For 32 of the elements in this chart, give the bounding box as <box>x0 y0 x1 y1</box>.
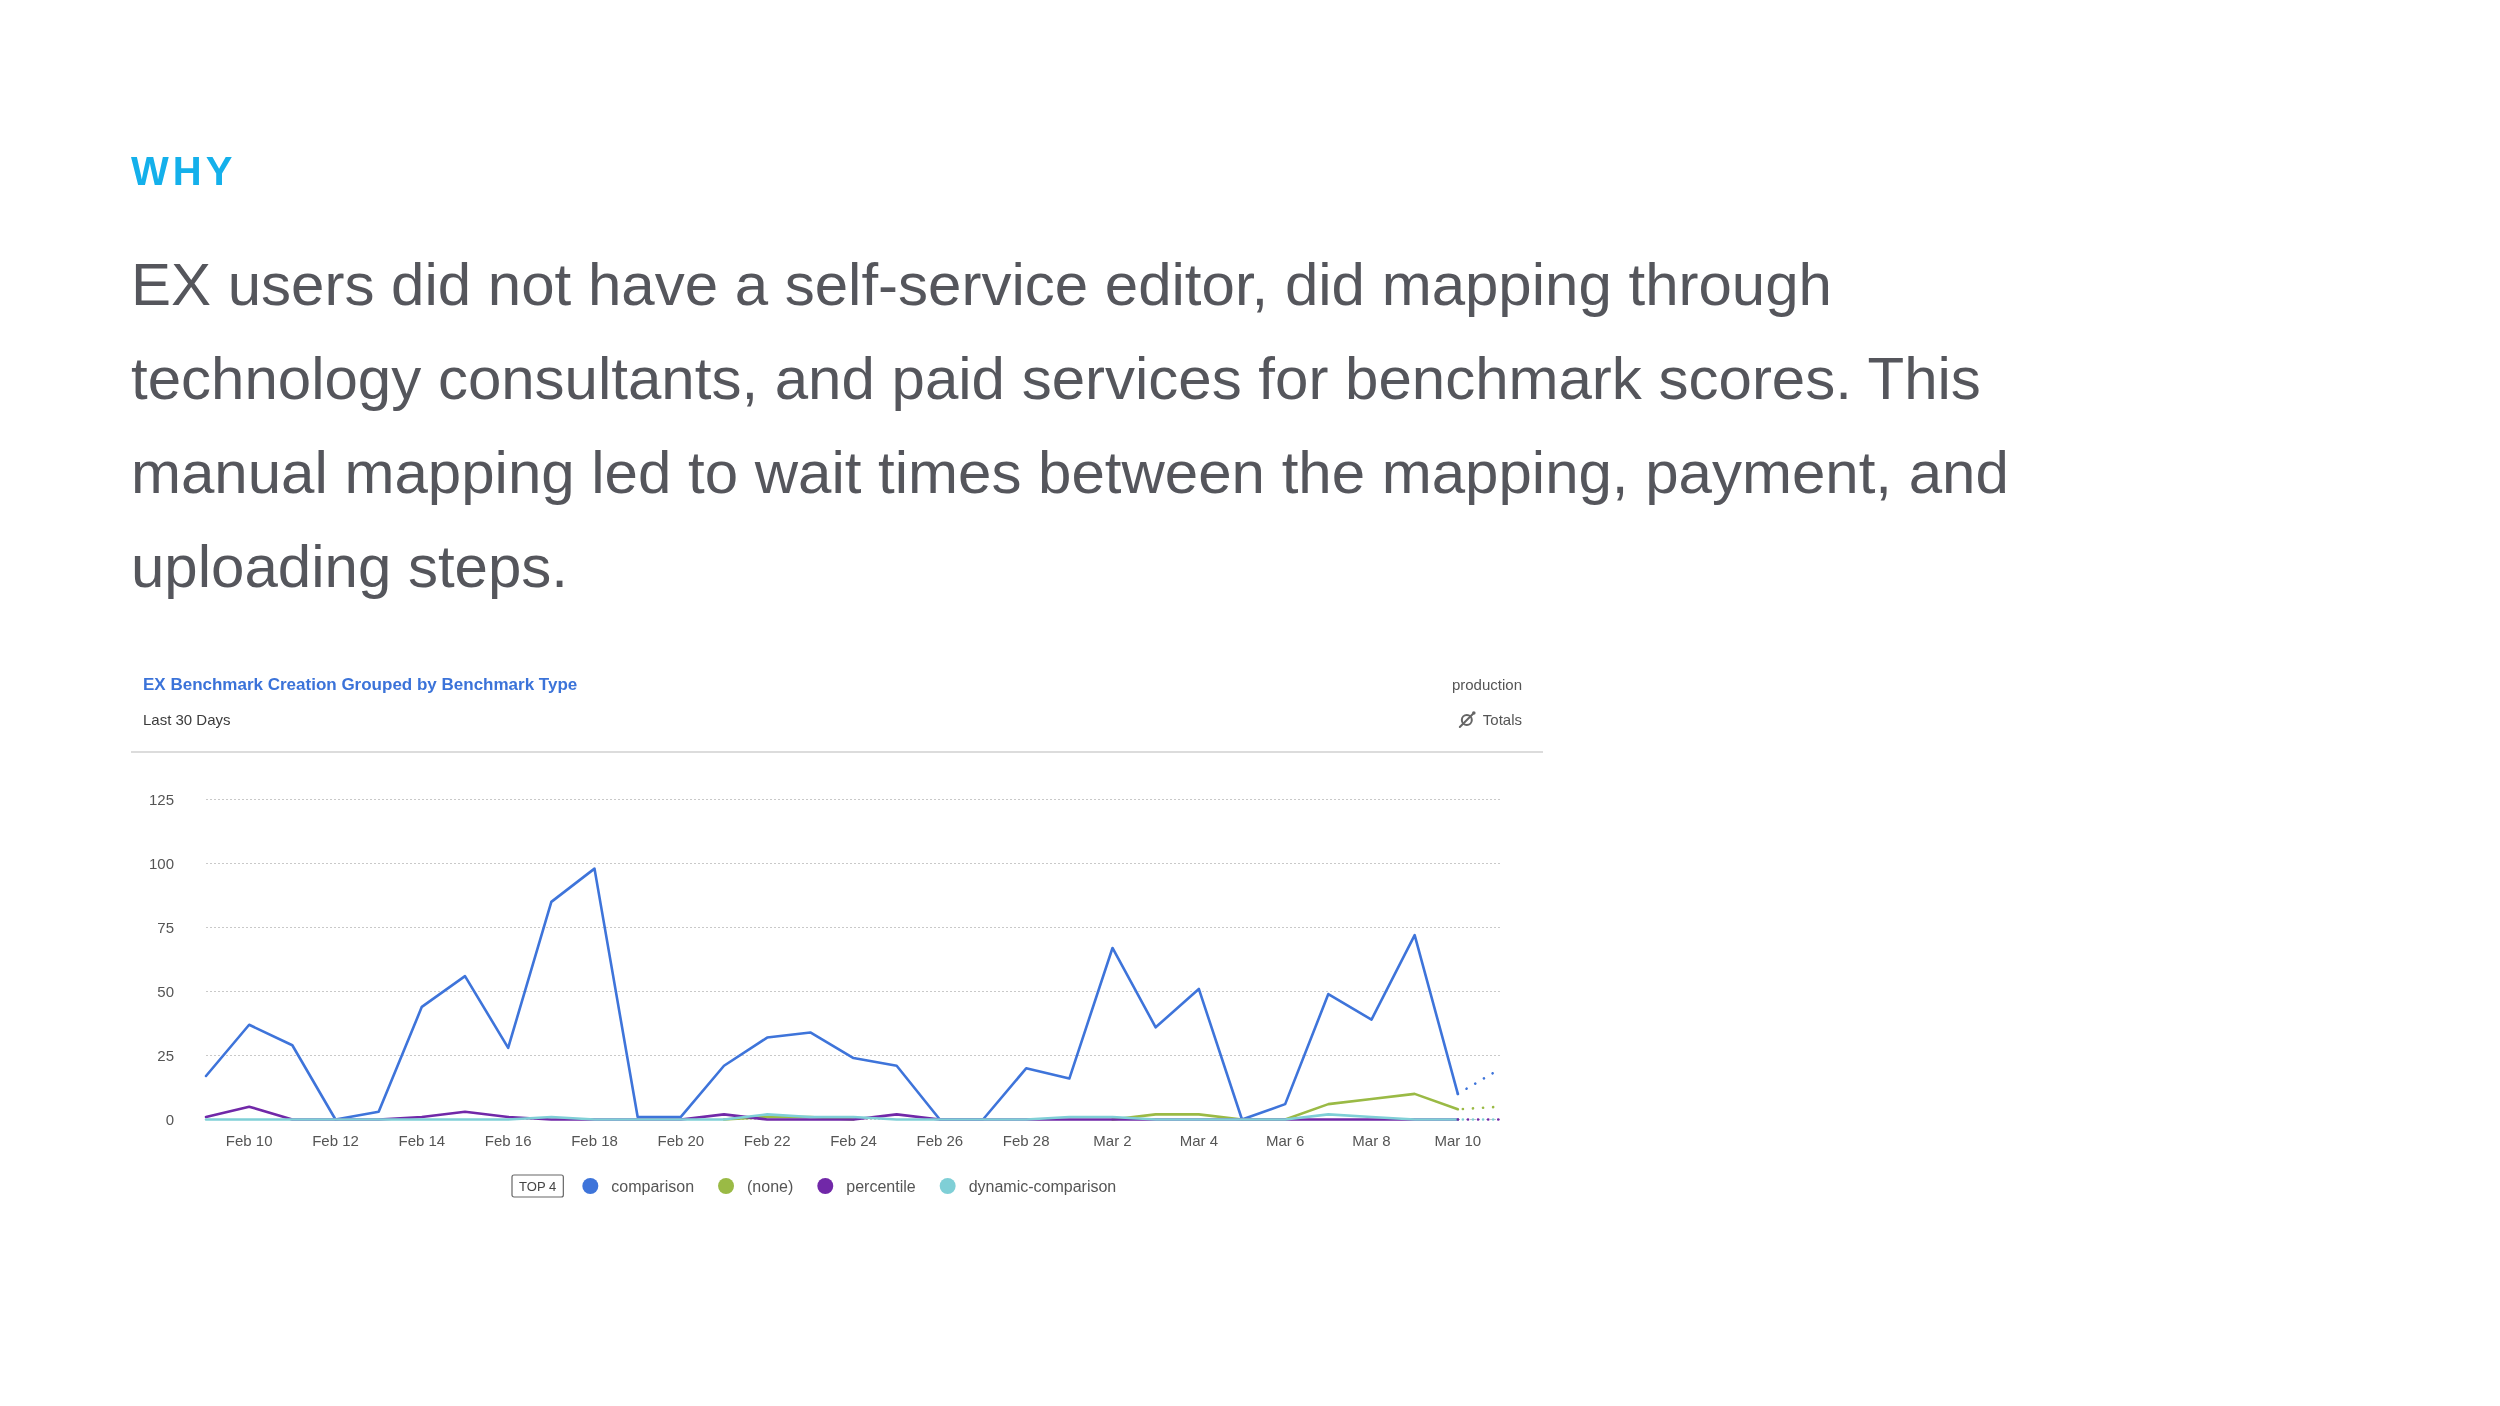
x-tick-label: Mar 2 <box>1093 1132 1132 1149</box>
x-tick-label: Mar 4 <box>1179 1132 1219 1149</box>
text: EX users did not have a self-service editor, did mapping through technology consultants, and paid services for benchmark scores. This manual mapping led to wait times between the mapping, payment, and uploading steps. <box>131 251 2009 600</box>
legend-label: comparison <box>611 1177 695 1195</box>
x-tick-label: Feb 10 <box>225 1132 273 1149</box>
x-tick-label: Feb 18 <box>571 1132 618 1149</box>
x-tick-label: Feb 26 <box>916 1132 964 1149</box>
x-tick-label: Feb 16 <box>484 1132 532 1149</box>
y-tick-label: 75 <box>157 918 174 936</box>
y-tick-label: 0 <box>165 1110 174 1128</box>
x-tick-label: Feb 24 <box>830 1132 877 1149</box>
text: Totals <box>1482 711 1522 728</box>
x-tick-label: Mar 10 <box>1434 1132 1482 1149</box>
x-tick-label: Mar 6 <box>1265 1132 1305 1149</box>
y-tick-label: 25 <box>157 1046 174 1064</box>
x-tick-label: Feb 12 <box>312 1132 359 1149</box>
legend-title: TOP 4 <box>519 1178 557 1194</box>
text: production <box>1451 676 1522 693</box>
x-tick-label: Feb 20 <box>657 1132 705 1149</box>
legend-label: percentile <box>846 1177 916 1195</box>
y-tick-label: 50 <box>157 982 174 1000</box>
x-tick-label: Feb 14 <box>398 1132 446 1149</box>
legend-label: dynamic-comparison <box>968 1177 1117 1195</box>
chart-subtitle: Last 30 Days <box>143 711 231 728</box>
y-tick-label: 100 <box>148 854 174 872</box>
legend-label: (none) <box>747 1177 794 1195</box>
x-tick-label: Mar 8 <box>1352 1132 1391 1149</box>
y-tick-label: 125 <box>148 790 174 808</box>
x-tick-label: Feb 22 <box>743 1132 791 1149</box>
text: WHY <box>131 149 237 193</box>
chart-title: EX Benchmark Creation Grouped by Benchmark Type <box>143 675 578 694</box>
x-tick-label: Feb 28 <box>1002 1132 1050 1149</box>
